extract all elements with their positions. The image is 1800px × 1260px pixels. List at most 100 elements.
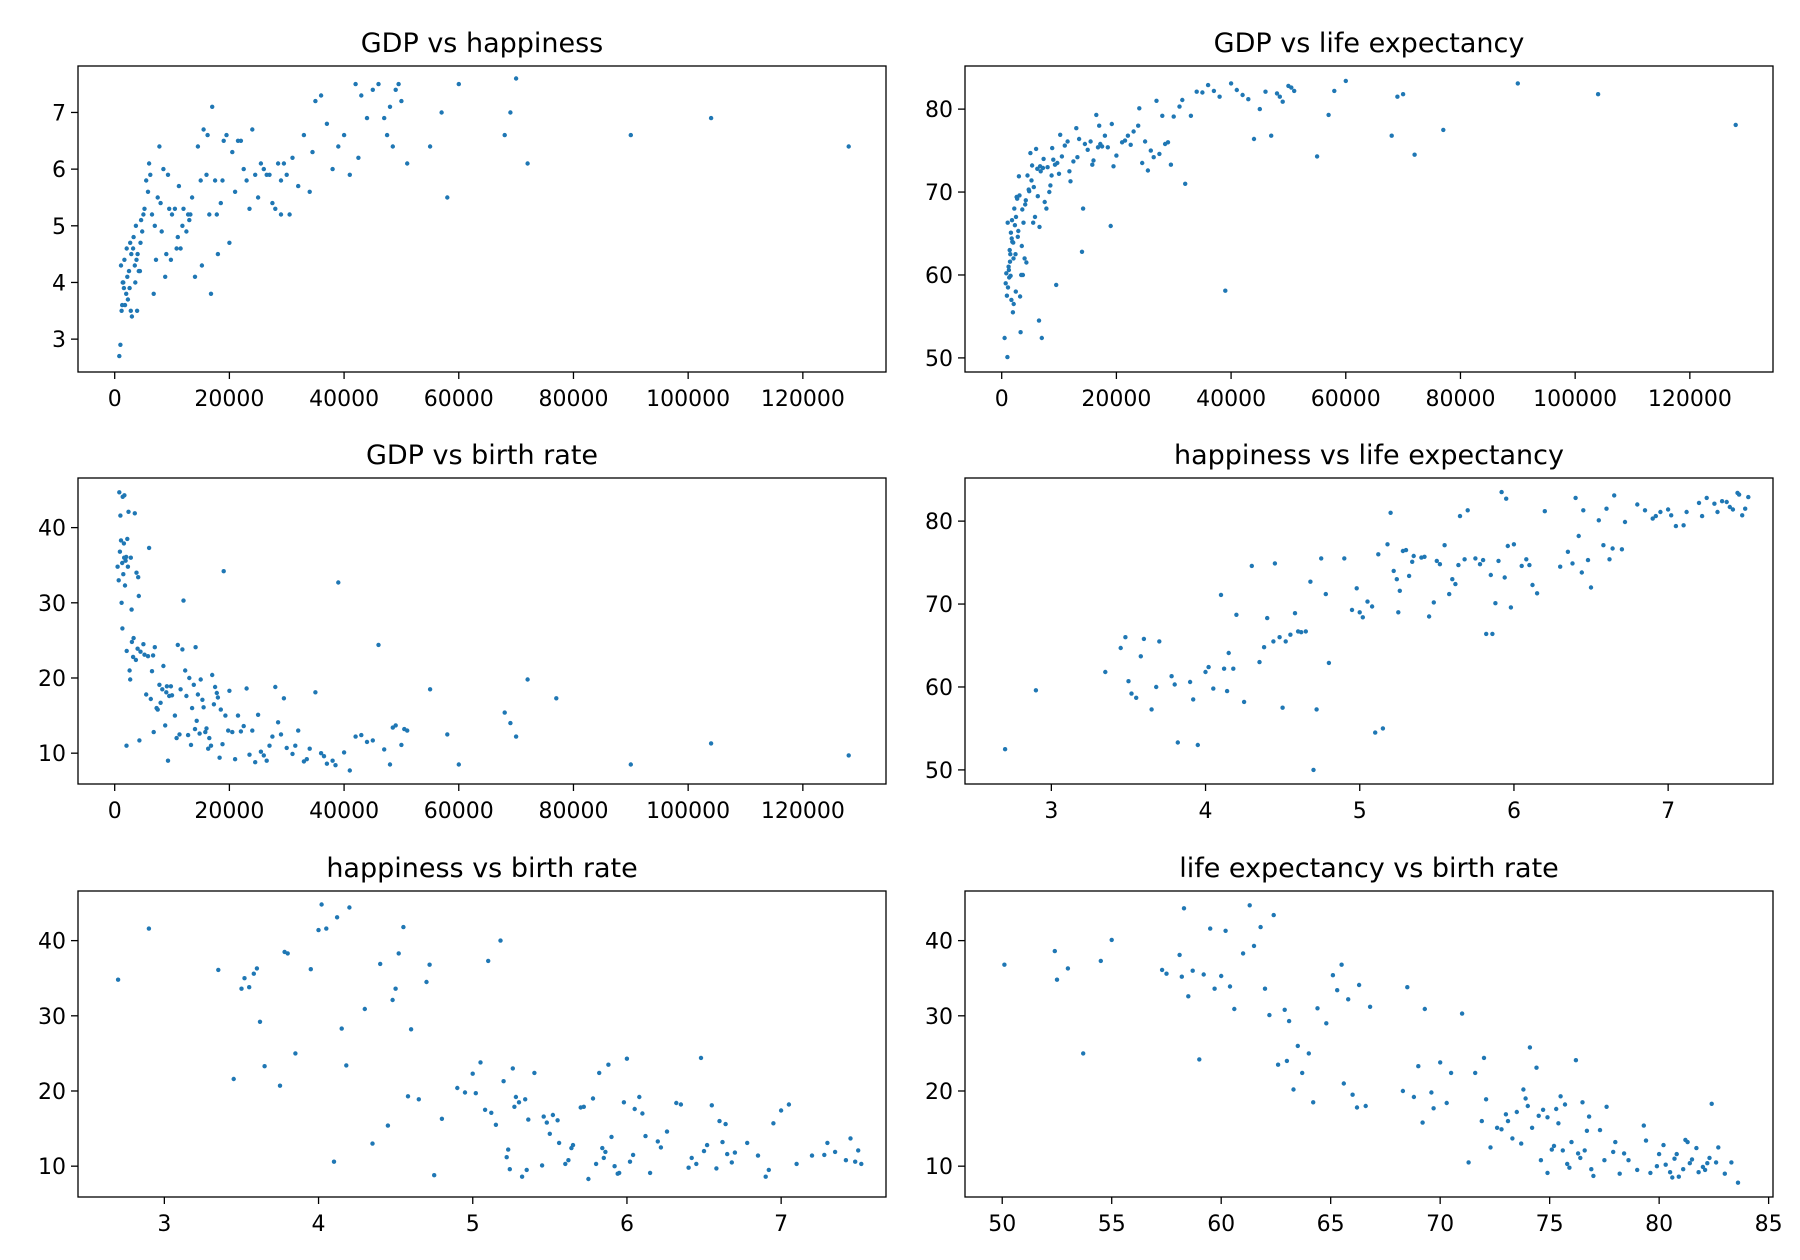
data-point xyxy=(119,308,124,313)
data-point xyxy=(1271,639,1276,644)
data-point xyxy=(1011,256,1016,261)
data-point xyxy=(1004,293,1010,298)
data-point xyxy=(247,752,252,757)
data-point xyxy=(416,1097,421,1102)
data-point xyxy=(1140,160,1145,166)
y-tick-label: 10 xyxy=(925,1155,953,1180)
data-point xyxy=(1673,523,1679,529)
data-point xyxy=(1168,162,1174,167)
data-point xyxy=(211,702,217,707)
data-point xyxy=(318,93,324,98)
data-point xyxy=(230,729,235,735)
data-point xyxy=(1175,740,1181,745)
data-point xyxy=(157,144,162,149)
data-point xyxy=(157,682,162,687)
data-point xyxy=(1635,502,1640,507)
data-point xyxy=(1579,570,1585,575)
data-point xyxy=(1400,92,1406,97)
data-point xyxy=(1054,282,1059,288)
data-point xyxy=(1426,614,1432,619)
data-point xyxy=(1604,506,1609,511)
data-point xyxy=(198,677,203,682)
data-point xyxy=(590,1096,596,1101)
data-point xyxy=(141,642,146,647)
y-tick-label: 80 xyxy=(925,98,953,123)
y-tick-label: 20 xyxy=(38,667,66,692)
data-point xyxy=(1462,557,1467,562)
x-tick-label: 80 xyxy=(1645,1212,1673,1237)
data-point xyxy=(1197,1057,1202,1062)
data-point xyxy=(1017,294,1023,299)
x-tick-label: 0 xyxy=(108,799,122,824)
subplot-title: GDP vs life expectancy xyxy=(1214,28,1525,59)
data-point xyxy=(556,1140,562,1146)
data-point xyxy=(214,690,219,696)
data-point xyxy=(1033,146,1039,152)
y-tick-label: 6 xyxy=(52,158,66,183)
data-point xyxy=(193,645,198,650)
data-point xyxy=(859,1161,864,1167)
x-tick-label: 4 xyxy=(1199,799,1213,824)
data-point xyxy=(729,1160,734,1165)
data-point xyxy=(493,1122,499,1128)
y-tick-label: 40 xyxy=(38,930,66,955)
data-point xyxy=(277,1083,283,1088)
data-point xyxy=(185,732,191,738)
data-point xyxy=(220,742,225,747)
data-point xyxy=(275,161,281,166)
data-point xyxy=(257,1019,263,1024)
data-point xyxy=(144,178,149,183)
data-point xyxy=(250,127,255,132)
data-point xyxy=(1048,183,1053,188)
data-point xyxy=(1129,691,1134,696)
data-point xyxy=(432,1173,437,1178)
data-point xyxy=(1280,99,1285,104)
data-point xyxy=(569,1145,574,1151)
data-point xyxy=(238,729,244,734)
data-point xyxy=(293,743,298,748)
data-point xyxy=(1438,1060,1443,1065)
data-point xyxy=(1261,645,1267,650)
data-point xyxy=(1394,577,1400,582)
data-point xyxy=(1441,127,1446,133)
data-point xyxy=(628,132,633,138)
data-point xyxy=(187,217,192,223)
data-point xyxy=(601,1155,606,1161)
data-point xyxy=(208,291,214,296)
data-point xyxy=(184,693,189,699)
data-point xyxy=(621,1100,627,1105)
data-point xyxy=(1545,1115,1550,1120)
y-tick-label: 80 xyxy=(925,510,953,535)
data-point xyxy=(278,178,284,183)
data-point xyxy=(180,223,185,228)
data-point xyxy=(197,731,202,736)
data-point xyxy=(523,1097,528,1102)
data-point xyxy=(1367,1004,1373,1009)
data-point xyxy=(456,81,461,87)
data-point xyxy=(439,110,444,115)
data-point xyxy=(207,212,212,217)
data-point xyxy=(1326,112,1331,118)
data-point xyxy=(212,684,218,690)
x-tick-label: 40000 xyxy=(309,387,379,412)
data-point xyxy=(1416,1064,1421,1069)
data-point xyxy=(181,598,186,603)
scatter-points xyxy=(1002,78,1738,360)
data-point xyxy=(1654,1164,1660,1169)
data-point xyxy=(1164,971,1169,976)
data-point xyxy=(124,246,129,251)
data-point xyxy=(1746,494,1751,500)
data-point xyxy=(146,926,152,931)
data-point xyxy=(1211,686,1216,691)
data-point xyxy=(267,743,272,748)
data-point xyxy=(183,668,188,673)
data-point xyxy=(853,1159,858,1164)
data-point xyxy=(1699,513,1705,519)
data-point xyxy=(1335,988,1340,993)
data-point xyxy=(210,672,215,678)
data-point xyxy=(1201,972,1206,977)
data-point xyxy=(846,144,851,149)
data-point xyxy=(175,234,180,240)
data-point xyxy=(1689,1157,1695,1162)
data-point xyxy=(1480,557,1486,563)
